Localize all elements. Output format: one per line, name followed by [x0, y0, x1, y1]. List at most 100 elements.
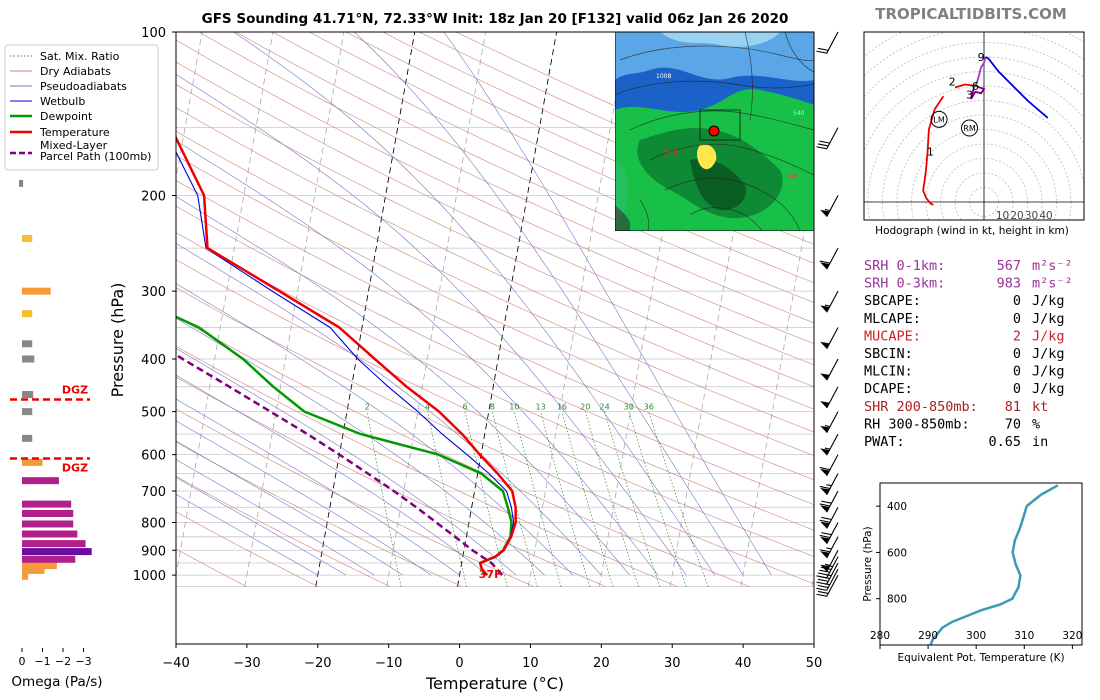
wind-barb	[819, 507, 839, 529]
hodograph-trace	[973, 82, 978, 88]
barb-full	[816, 593, 827, 597]
y-tick-label: 500	[141, 406, 166, 421]
omega-tick-label: −3	[75, 655, 91, 668]
dry-adiabat	[176, 345, 678, 587]
index-row: PWAT: 0.65 in	[864, 434, 1048, 450]
omega-bar	[22, 458, 43, 466]
map-label: 546	[786, 173, 798, 180]
dry-adiabat	[176, 205, 814, 506]
mixing-ratio-line	[648, 411, 709, 587]
omega-bar	[22, 355, 35, 363]
barb-full	[816, 146, 827, 150]
index-value: 0	[1013, 311, 1021, 327]
omega-tick-label: −1	[34, 655, 50, 668]
index-label: SRH 0-1km:	[864, 258, 945, 274]
dry-adiabat	[176, 155, 814, 456]
wind-barb	[819, 454, 839, 477]
hodograph-height-label: 2	[949, 76, 956, 89]
index-value: 70	[1005, 416, 1021, 432]
wind-barb	[820, 386, 839, 409]
barb-full	[821, 516, 832, 521]
series-temperature	[176, 135, 517, 576]
mixing-ratio-line	[513, 411, 562, 587]
index-unit: m²s⁻²	[1032, 276, 1073, 292]
index-row: SBCAPE: 0 J/kg	[864, 293, 1065, 309]
hodograph-trace	[975, 56, 987, 84]
skew-t-frame	[175, 31, 815, 645]
index-unit: m²s⁻²	[1032, 258, 1073, 274]
wind-barb	[820, 358, 839, 381]
barb-flag	[820, 401, 830, 408]
mixing-ratio-line	[464, 411, 508, 587]
barb-half	[824, 563, 831, 566]
index-unit: J/kg	[1032, 381, 1065, 397]
barb-full	[817, 578, 829, 582]
map-label: 546	[664, 149, 678, 157]
barb-shaft	[826, 490, 839, 513]
legend-label: Sat. Mix. Ratio	[40, 50, 120, 63]
dgz-label: DGZ	[62, 462, 88, 475]
y-tick-label: 600	[141, 449, 166, 464]
barb-half	[824, 425, 831, 428]
barb-full	[819, 485, 831, 490]
pseudoadiabat	[176, 420, 432, 576]
theta-e-x-tick-label: 290	[918, 630, 938, 642]
omega-bar	[22, 477, 59, 485]
y-axis-label: Pressure (hPa)	[108, 283, 127, 398]
y-tick-label: 800	[141, 517, 166, 532]
hodograph-trace	[954, 83, 977, 89]
legend-label: Parcel Path (100mb)	[40, 150, 151, 163]
dry-adiabat	[176, 316, 750, 587]
theta-e-ylabel: Pressure (hPa)	[862, 526, 874, 601]
dry-adiabat	[176, 39, 814, 345]
theta-e-x-tick-label: 310	[1014, 630, 1034, 642]
storm-motion-marker	[930, 110, 948, 128]
omega-bar	[22, 391, 34, 399]
y-tick-label: 700	[141, 485, 166, 500]
wind-barb	[819, 247, 839, 270]
y-tick-label: 200	[141, 190, 166, 205]
mixing-ratio-line	[584, 411, 639, 587]
barb-full	[816, 575, 827, 579]
barb-flag	[820, 448, 830, 456]
map-label: 1008	[656, 73, 671, 80]
legend-label: Dry Adiabats	[40, 65, 111, 78]
wind-barb	[820, 290, 839, 313]
barb-full	[817, 590, 829, 595]
dry-adiabat	[176, 376, 606, 587]
omega-bar	[22, 555, 76, 563]
index-value: 0.65	[988, 434, 1021, 450]
wind-barb	[819, 473, 839, 495]
index-label: RH 300-850mb:	[864, 416, 970, 432]
pseudoadiabat	[176, 440, 403, 576]
index-value: 0	[1013, 293, 1021, 309]
index-row: MUCAPE: 2 J/kg	[864, 328, 1065, 344]
hodograph-tick-label: 10	[996, 210, 1009, 222]
y-tick-label: 300	[141, 285, 166, 300]
pseudoadiabat	[443, 32, 772, 576]
barb-shaft	[826, 411, 839, 434]
barb-shaft	[826, 536, 839, 559]
dry-adiabat	[235, 32, 814, 303]
mixing-ratio-line	[427, 411, 468, 587]
barb-full	[816, 587, 827, 591]
barb-flag	[820, 505, 830, 513]
theta-e-y-tick-label: 400	[887, 501, 907, 513]
index-label: SHR 200-850mb:	[864, 399, 978, 415]
omega-bar	[22, 509, 74, 517]
mixing-ratio-label: 36	[644, 403, 654, 412]
index-unit: J/kg	[1032, 311, 1065, 327]
index-value: 983	[997, 276, 1021, 292]
legend: Sat. Mix. Ratio Dry Adiabats Pseudoadiabat…	[4, 44, 159, 171]
index-label: PWAT:	[864, 434, 905, 450]
hodograph-caption: Hodograph (wind in kt, height in km)	[875, 225, 1069, 237]
omega-bar	[22, 566, 45, 574]
barb-full	[817, 47, 829, 51]
x-tick-label: 20	[593, 656, 610, 671]
mixing-ratio-label: 24	[600, 403, 610, 412]
isotherm-gridline	[740, 175, 814, 587]
barb-full	[819, 519, 831, 523]
theta-e-x-tick-label: 280	[870, 630, 890, 642]
mixing-ratio-label: 4	[425, 403, 430, 412]
